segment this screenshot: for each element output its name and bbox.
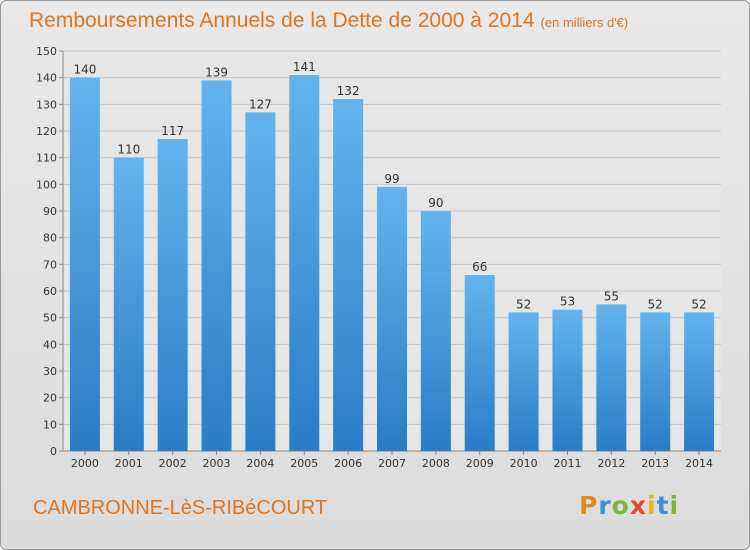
bar [289, 75, 320, 451]
data-label: 66 [472, 260, 487, 274]
bar [245, 112, 276, 451]
y-tick-label: 120 [36, 125, 57, 138]
x-tick-label: 2008 [422, 457, 450, 470]
data-label: 132 [337, 84, 360, 98]
data-label: 140 [73, 63, 96, 77]
logo-letter: r [598, 491, 612, 520]
data-label: 52 [648, 297, 663, 311]
x-tick-label: 2003 [203, 457, 231, 470]
y-tick-label: 90 [43, 205, 57, 218]
data-label: 52 [691, 297, 706, 311]
x-tick-label: 2007 [378, 457, 406, 470]
data-label: 110 [117, 143, 140, 157]
bar [201, 80, 232, 451]
bar [377, 187, 407, 451]
data-label: 99 [384, 172, 399, 186]
x-tick-label: 2011 [553, 457, 581, 470]
chart-unit: (en milliers d'€) [540, 15, 629, 30]
y-tick-label: 0 [50, 445, 57, 458]
bar [464, 275, 495, 451]
y-tick-label: 130 [36, 98, 57, 111]
logo-letter: i [647, 491, 657, 520]
logo-letter: x [629, 491, 647, 520]
x-tick-label: 2014 [685, 457, 713, 470]
data-label: 90 [428, 196, 443, 210]
bar [113, 157, 144, 451]
data-label: 55 [604, 289, 619, 303]
x-tick-label: 2004 [246, 457, 274, 470]
y-tick-label: 150 [36, 45, 57, 58]
bar [69, 77, 100, 452]
x-tick-label: 2009 [466, 457, 494, 470]
bar [420, 211, 451, 451]
x-tick-label: 2013 [641, 457, 669, 470]
x-tick-label: 2002 [159, 457, 187, 470]
bar [684, 312, 715, 451]
data-label: 53 [560, 295, 575, 309]
logo-letter: P [579, 491, 599, 520]
data-label: 117 [161, 124, 184, 138]
y-tick-label: 20 [43, 392, 57, 405]
x-tick-label: 2006 [334, 457, 362, 470]
bar [508, 312, 539, 451]
proxiti-logo: Proxiti [579, 491, 679, 520]
y-tick-label: 30 [43, 365, 57, 378]
bar [333, 99, 364, 451]
logo-letter: i [669, 491, 680, 520]
chart-title-text: Remboursements Annuels de la Dette de 20… [29, 9, 535, 32]
x-tick-label: 2010 [510, 457, 538, 470]
y-tick-label: 100 [36, 178, 57, 191]
data-label: 127 [249, 97, 272, 111]
bar [640, 312, 671, 451]
commune-name: CAMBRONNE-LèS-RIBéCOURT [33, 497, 328, 519]
y-tick-label: 80 [43, 232, 57, 245]
chart-title: Remboursements Annuels de la Dette de 20… [29, 9, 628, 33]
data-label: 52 [516, 297, 531, 311]
data-label: 141 [293, 60, 316, 74]
y-tick-label: 50 [43, 312, 57, 325]
x-tick-label: 2001 [115, 457, 143, 470]
logo-letter: t [656, 491, 670, 520]
logo-letter: o [611, 491, 630, 520]
labels: 0 10 20 30 40 50 60 70 80 90 100 110 120 130 140 150 200… [36, 45, 713, 470]
bar [157, 139, 188, 451]
y-tick-label: 70 [43, 258, 57, 271]
y-tick-label: 10 [43, 418, 57, 431]
y-tick-label: 110 [36, 152, 57, 165]
y-tick-label: 60 [43, 285, 57, 298]
y-tick-label: 40 [43, 338, 57, 351]
x-tick-label: 2005 [290, 457, 318, 470]
y-tick-label: 140 [36, 72, 57, 85]
bar [552, 309, 583, 451]
x-tick-label: 2012 [597, 457, 625, 470]
bar [596, 304, 627, 451]
data-label: 139 [205, 65, 228, 79]
bars [69, 75, 715, 452]
x-tick-label: 2000 [71, 457, 99, 470]
